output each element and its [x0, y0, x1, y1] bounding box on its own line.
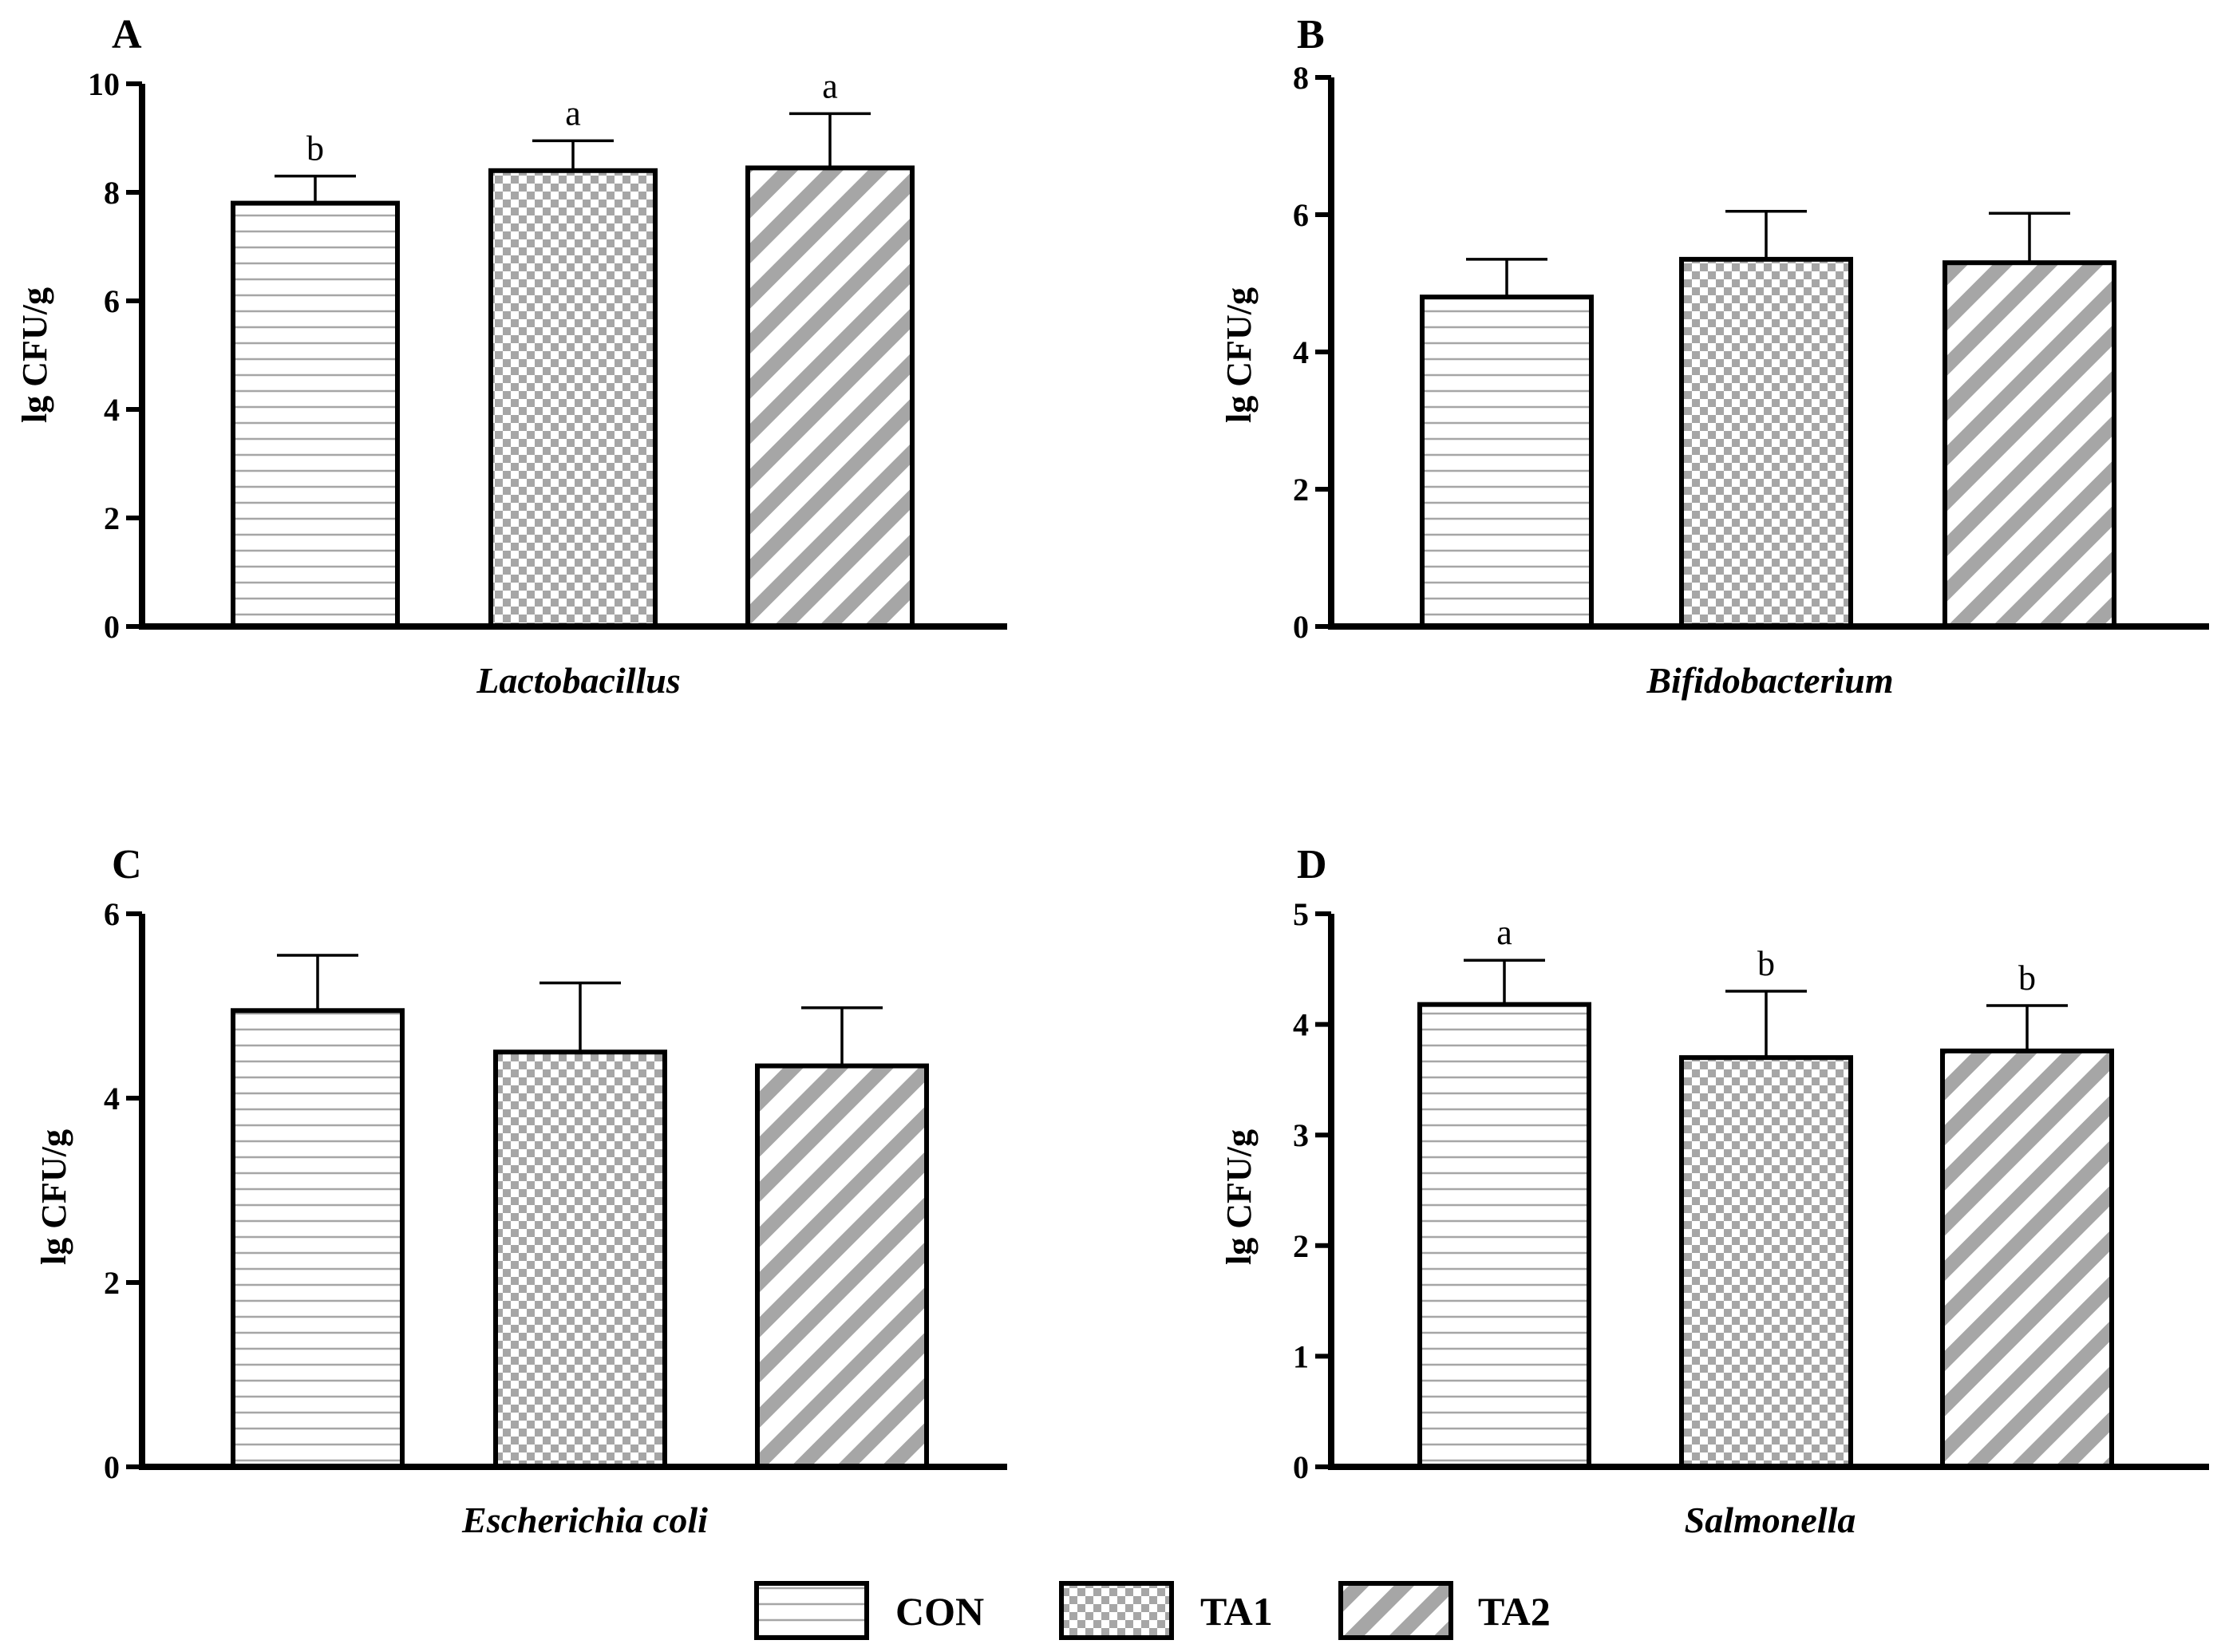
panel-b-letter: B	[1297, 12, 1325, 57]
panel-c-ytick-label: 4	[104, 1081, 120, 1116]
panel-a-letter: A	[112, 12, 142, 57]
panel-d-bar-con	[1417, 1002, 1591, 1469]
panel-a-bar-ta2	[745, 165, 915, 629]
panel-b-ytick-label: 4	[1293, 334, 1309, 370]
panel-d-ytick-label: 5	[1293, 896, 1309, 932]
legend-swatch-con	[754, 1581, 869, 1640]
panel-d: D lg CFU/g Salmonella a b b 0 1 2 3 4 5	[1219, 842, 2209, 1540]
panel-b-bar-con	[1420, 294, 1594, 629]
legend-label-con: CON	[895, 1589, 984, 1634]
panel-d-sig-ta1: b	[1757, 944, 1775, 983]
panel-a-ytick-label: 6	[104, 283, 120, 319]
legend-item-ta2: TA2	[1338, 1581, 1551, 1640]
panel-d-sig-ta2: b	[2018, 958, 2036, 998]
panel-d-sig-con: a	[1496, 913, 1512, 952]
panel-c-bar-con	[231, 1008, 405, 1469]
panel-a: A lg CFU/g Lactobacillus b a a 0 2 4 6 8 10	[15, 12, 1007, 701]
panel-d-bar-ta1	[1679, 1055, 1853, 1470]
panel-d-bar-ta2	[1940, 1048, 2114, 1469]
panel-c-bar-ta1	[493, 1049, 667, 1469]
panel-c: C lg CFU/g Escherichia coli 0 2 4 6	[34, 842, 1007, 1540]
panel-d-ytick-label: 1	[1293, 1338, 1309, 1374]
panel-d-ytick-label: 3	[1293, 1117, 1309, 1153]
panel-a-ytick-label: 0	[104, 609, 120, 645]
panel-d-ytick-label: 2	[1293, 1228, 1309, 1264]
panel-b-y-title: lg CFU/g	[1219, 287, 1259, 423]
legend-label-ta1: TA1	[1200, 1589, 1273, 1634]
panel-a-sig-con: b	[306, 129, 324, 168]
panel-b-ytick-label: 8	[1293, 60, 1309, 96]
panel-d-ytick-label: 4	[1293, 1007, 1309, 1043]
panel-c-ytick-label: 0	[104, 1449, 120, 1485]
panel-b: B lg CFU/g Bifidobacterium 0 2 4 6 8	[1219, 12, 2209, 701]
legend-label-ta2: TA2	[1478, 1589, 1551, 1634]
legend-swatch-ta1	[1059, 1581, 1174, 1640]
panel-a-ytick-label: 8	[104, 175, 120, 211]
panel-c-ytick-label: 2	[104, 1265, 120, 1301]
panel-c-bar-ta2	[755, 1063, 929, 1469]
panel-a-ytick-label: 2	[104, 500, 120, 536]
panel-c-ytick-label: 6	[104, 896, 120, 932]
panel-c-x-title: Escherichia coli	[461, 1500, 708, 1540]
panel-a-bar-con	[231, 200, 400, 630]
panel-a-y-title: lg CFU/g	[15, 287, 54, 423]
panel-d-y-title: lg CFU/g	[1219, 1129, 1259, 1265]
legend: CON TA1 TA2	[754, 1581, 1551, 1640]
panel-d-ytick-label: 0	[1293, 1449, 1309, 1485]
legend-item-con: CON	[754, 1581, 984, 1640]
panel-d-x-title: Salmonella	[1685, 1500, 1856, 1540]
panel-c-y-title: lg CFU/g	[34, 1129, 73, 1265]
panel-b-bar-ta2	[1943, 260, 2116, 629]
panel-a-ytick-label: 10	[88, 66, 120, 102]
panel-b-ytick-label: 0	[1293, 609, 1309, 645]
panel-a-sig-ta1: a	[565, 93, 581, 132]
panel-a-sig-ta2: a	[822, 66, 838, 105]
legend-item-ta1: TA1	[1059, 1581, 1273, 1640]
legend-swatch-ta2	[1338, 1581, 1453, 1640]
panel-c-letter: C	[112, 842, 142, 887]
panel-b-bar-ta1	[1679, 256, 1853, 629]
panel-b-ytick-label: 6	[1293, 197, 1309, 233]
panel-a-x-title: Lactobacillus	[476, 660, 681, 701]
panel-b-x-title: Bifidobacterium	[1646, 660, 1893, 701]
panel-b-ytick-label: 2	[1293, 472, 1309, 508]
panel-a-ytick-label: 4	[104, 392, 120, 428]
panel-d-letter: D	[1297, 842, 1327, 887]
panel-a-bar-ta1	[488, 168, 658, 630]
